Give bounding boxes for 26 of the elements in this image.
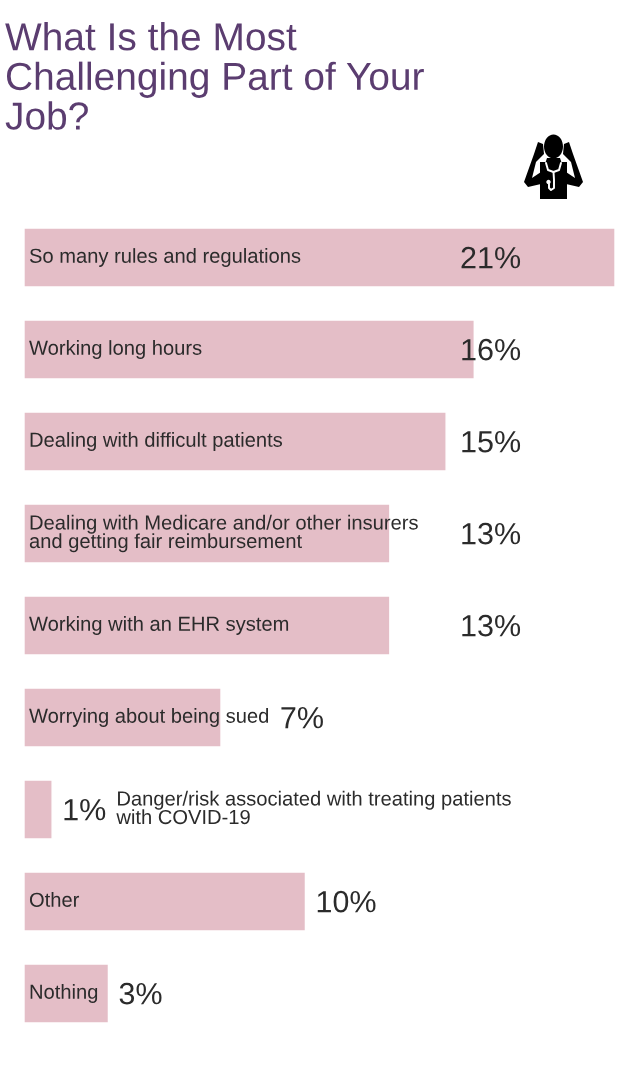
y-tick-label: Other [29,892,80,907]
y-tick-label: So many rules and regulations [29,248,301,267]
y-tick-label: Worrying about being sued [29,708,269,727]
y-tick-label: Danger/risk associated with treating patients with COVID-19 [116,790,511,825]
data-label: 10% [317,890,376,913]
bar [24,411,447,472]
bar [24,227,615,288]
data-label: 13% [462,522,521,545]
y-tick-label: Working with an EHR system [29,616,289,635]
y-tick-label: Nothing [30,984,98,1003]
data-label: 16% [462,338,521,361]
bar [24,595,391,656]
bar [24,871,307,932]
y-tick-label: Dealing with difficult patients [30,432,283,451]
data-label: 7% [281,706,323,729]
y-tick-label: Dealing with Medicare and/or other insurers and getting fair reimbursement [29,514,418,553]
bar [24,779,53,840]
data-label: 21% [461,246,521,269]
data-label: 13% [462,614,521,637]
bar [24,963,110,1024]
chart-title: What Is the Most Challenging Part of Your Job? [5,22,424,130]
data-label: 15% [462,430,521,453]
y-tick-label: Working long hours [29,340,202,359]
bar [24,687,222,748]
data-label: 1% [64,798,106,821]
data-label: 3% [119,982,162,1005]
